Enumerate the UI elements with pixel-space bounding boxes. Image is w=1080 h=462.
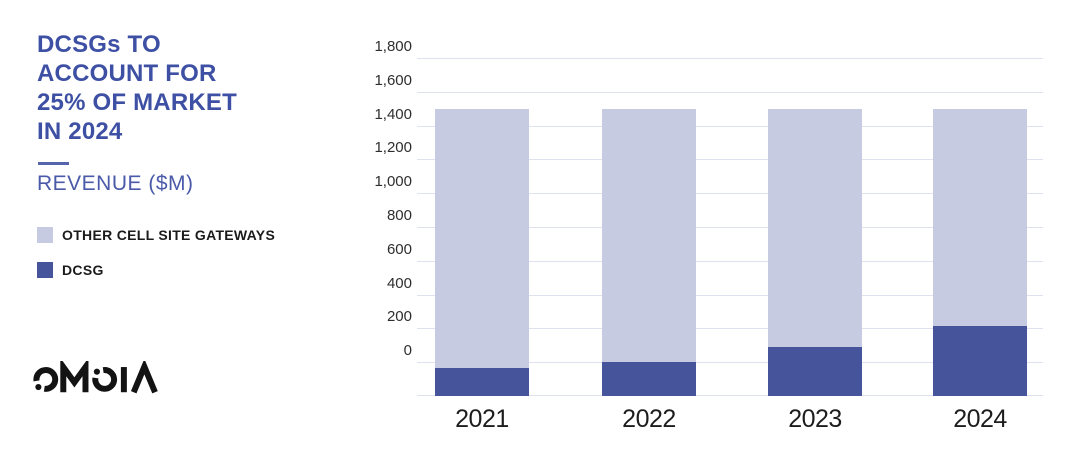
gridline: [417, 227, 1043, 228]
omdia-logo: OMDIA: [33, 357, 162, 397]
page-title: DCSGs TO ACCOUNT FOR 25% OF MARKET IN 20…: [37, 31, 237, 145]
gridline: [417, 193, 1043, 195]
y-axis-label: 1,400: [374, 105, 412, 123]
legend-swatch-dcsg-icon: [37, 261, 53, 278]
y-axis-label: 800: [386, 207, 412, 224]
bar-segment-dcsg-2021: [434, 368, 529, 396]
y-axis-label: 1,000: [374, 173, 412, 191]
legend: OTHER CELL SITE GATEWAYS DCSG: [37, 226, 275, 296]
gridline: [417, 58, 1043, 59]
x-axis-label-2023: 2023: [788, 405, 842, 433]
gridline: [417, 91, 1043, 93]
y-axis-label: 400: [386, 274, 412, 292]
bar-segment-other-2024: [933, 108, 1028, 326]
bar-group-2024: [933, 58, 1028, 396]
bar-segment-dcsg-2023: [768, 347, 862, 396]
y-axis-label: 600: [386, 240, 412, 258]
bar-segment-other-2021: [434, 108, 529, 369]
gridline: [417, 362, 1043, 364]
legend-item-other-cell-site-gateways: OTHER CELL SITE GATEWAYS: [37, 226, 275, 243]
omdia-logo-text: OMDIA: [161, 361, 162, 362]
bar-group-2021: [434, 58, 529, 396]
x-axis-line: [417, 395, 1043, 396]
gridline: [417, 159, 1043, 161]
bar-segment-dcsg-2022: [601, 362, 696, 396]
legend-item-dcsg: DCSG: [37, 261, 275, 278]
gridline: [417, 260, 1043, 262]
legend-label-dcsg: DCSG: [62, 261, 104, 278]
y-axis-label: 1,600: [374, 71, 412, 89]
gridline: [417, 328, 1043, 330]
chart-subtitle: REVENUE ($M): [37, 172, 194, 195]
bar-segment-other-2023: [768, 108, 862, 347]
bar-segment-other-2022: [601, 108, 696, 363]
legend-swatch-other-icon: [37, 226, 53, 243]
bar-group-2023: [768, 58, 862, 396]
x-axis-label-2021: 2021: [455, 405, 509, 433]
title-divider: [38, 162, 69, 165]
y-axis-label: 200: [386, 308, 412, 326]
gridline: [417, 125, 1043, 127]
omdia-logo-icon: [33, 357, 158, 394]
y-axis-label: 1,800: [374, 38, 412, 55]
legend-label-other: OTHER CELL SITE GATEWAYS: [62, 226, 276, 243]
x-axis-label-2024: 2024: [953, 405, 1007, 433]
plot-area: 1,800 1,600 1,400 1,200 1,000 800 600 400 200 0 20…: [374, 39, 1043, 433]
bar-segment-dcsg-2024: [933, 325, 1028, 396]
y-axis-label: 1,200: [374, 139, 412, 157]
x-axis-label-2022: 2022: [622, 405, 676, 433]
y-axis-label: 0: [403, 342, 412, 360]
gridline: [417, 294, 1043, 296]
bar-group-2022: [601, 58, 696, 396]
